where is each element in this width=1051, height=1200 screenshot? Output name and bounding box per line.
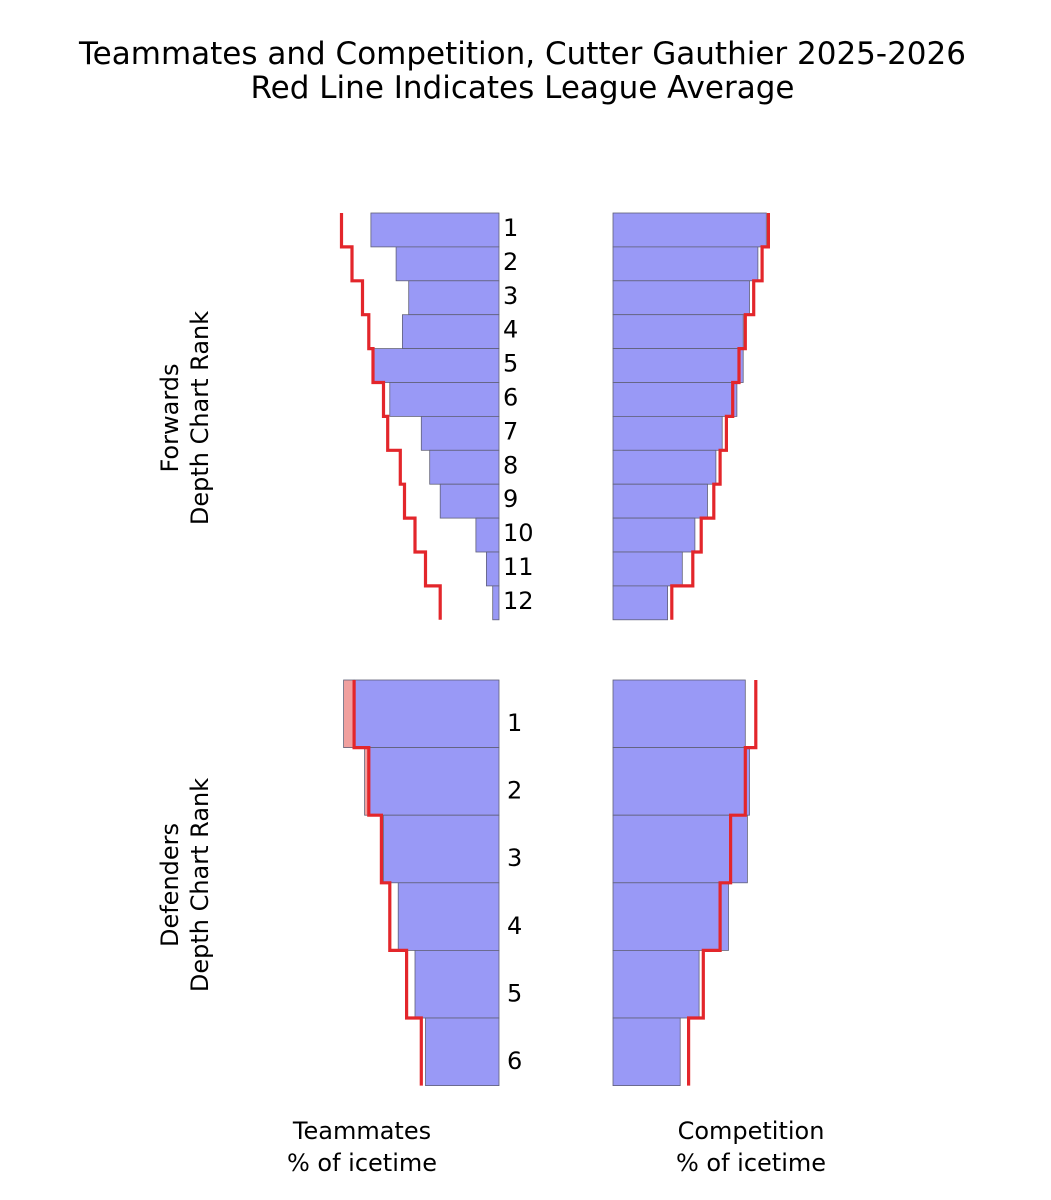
forwards-competition-bar [612,280,750,316]
defenders-competition-bar [612,1017,681,1086]
defenders-rank-label: 2 [507,777,522,805]
defenders-teammates-bar [368,747,500,816]
defenders-competition-bar [612,679,746,748]
defenders-rank-label: 5 [507,979,522,1007]
defenders-competition-average-line [687,680,758,1086]
forwards-competition-average-line [670,213,770,620]
defenders-teammates-bar [414,950,500,1019]
forwards-competition-bar [612,246,759,282]
forwards-rank-label: 5 [503,350,518,378]
forwards-teammates-bar [408,280,500,316]
forwards-teammates-bar [429,449,500,485]
forwards-teammates-bar [492,585,500,621]
forwards-teammates-average-line [339,213,442,620]
forwards-teammates-bar [401,314,500,350]
defenders-competition-bar [612,950,700,1019]
forwards-teammates-bar [475,517,500,553]
forwards-competition-bar [612,348,744,383]
forwards-teammates-bar [439,483,500,519]
defenders-rank-label: 1 [507,709,522,737]
forwards-competition-bar [612,483,708,519]
forwards-competition-bar [612,415,723,451]
forwards-rank-label: 12 [503,587,534,615]
league-average-lines [339,213,770,1086]
teammates-x-axis-label: Teammates % of icetime [287,1117,437,1177]
forwards-rank-label: 7 [503,417,518,445]
forwards-teammates-bar [420,415,500,451]
defenders-competition-bar [612,882,729,951]
defenders-y-axis-label-line: Defenders [156,823,184,947]
forwards-rank-label: 10 [503,519,534,547]
forwards-competition-bar [612,585,668,621]
defenders-y-axis-label-line: Depth Chart Rank [186,778,214,992]
defenders-rank-label: 6 [507,1047,522,1075]
forwards-teammates-bar [389,382,500,417]
forwards-rank-label: 6 [503,384,518,412]
forwards-teammates-bar [372,348,500,383]
defenders-rank-label: 4 [507,912,522,940]
competition-x-axis-label: Competition % of icetime [676,1117,826,1177]
defenders-rank-label: 3 [507,844,522,872]
defenders-competition-bar [612,814,748,884]
bars-layer [343,212,767,1086]
chart-subtitle: Red Line Indicates League Average [250,70,795,106]
forwards-teammates-bar [485,551,500,587]
defenders-teammates-bar [425,1017,500,1086]
forwards-y-axis-label-line: Depth Chart Rank [186,311,214,525]
defenders-teammates-bar [353,679,500,748]
forwards-competition-bar [612,382,738,417]
forwards-rank-label: 2 [503,248,518,276]
forwards-y-axis-label: ForwardsDepth Chart Rank [156,311,214,525]
forwards-teammates-bar [370,212,500,248]
forwards-rank-label: 11 [503,553,534,581]
defenders-competition-bar [612,747,750,816]
forwards-rank-label: 8 [503,451,518,479]
teammates-x-axis-label-line: % of icetime [287,1149,437,1177]
forwards-rank-label: 4 [503,316,518,344]
forwards-rank-label: 1 [503,214,518,242]
competition-x-axis-label-line: % of icetime [676,1149,826,1177]
forwards-competition-bar [612,517,696,553]
forwards-rank-label: 9 [503,485,518,513]
competition-x-axis-label-line: Competition [678,1117,825,1145]
forwards-y-axis-label-line: Forwards [156,363,184,472]
forwards-competition-bar [612,212,767,248]
forwards-rank-label: 3 [503,282,518,310]
forwards-competition-bar [612,551,683,587]
defenders-teammates-bar [383,814,500,884]
defenders-teammates-average-line [352,680,423,1086]
defenders-y-axis-label: DefendersDepth Chart Rank [156,778,214,992]
teammates-x-axis-label-line: Teammates [292,1117,431,1145]
forwards-competition-bar [612,449,717,485]
forwards-competition-bar [612,314,744,350]
defenders-teammates-bar [397,882,500,951]
forwards-teammates-bar [395,246,500,282]
chart-title: Teammates and Competition, Cutter Gauthi… [79,36,966,72]
